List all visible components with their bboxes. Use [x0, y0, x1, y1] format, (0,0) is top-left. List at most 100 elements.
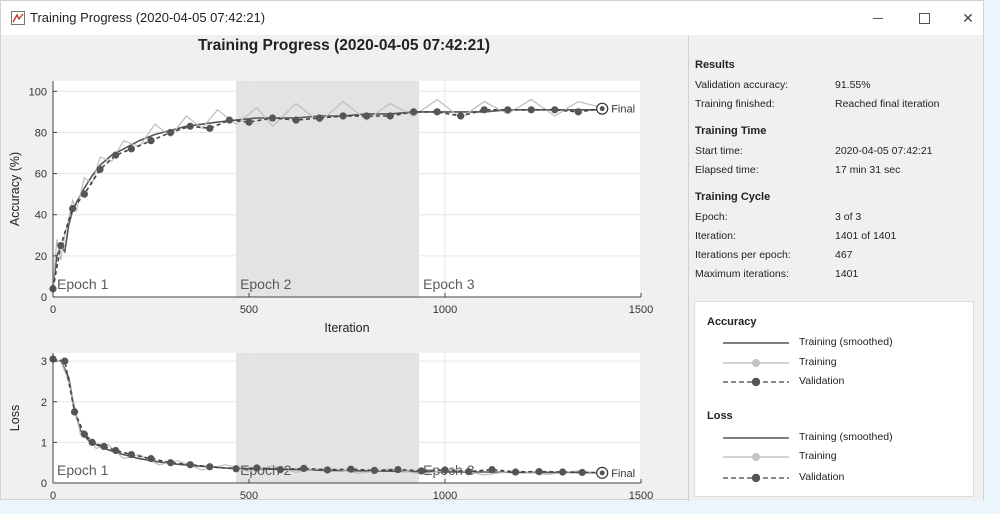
- loss-validation-point: [127, 450, 135, 459]
- loss-validation-point: [323, 466, 331, 474]
- accuracy-validation-point: [206, 124, 214, 132]
- accuracy-legend-training: Training: [799, 356, 837, 368]
- accuracy-x-tick-label: 0: [50, 304, 56, 316]
- accuracy-validation-point: [339, 112, 347, 120]
- accuracy-final-marker-dot: [599, 106, 605, 112]
- loss-legend-validation: Validation: [799, 471, 845, 483]
- maximum-iterations-label: Maximum iterations:: [695, 268, 789, 280]
- validation-accuracy-label: Validation accuracy:: [695, 79, 789, 91]
- accuracy-validation-point: [527, 106, 535, 114]
- accuracy-y-tick-label: 20: [35, 251, 47, 263]
- loss-x-tick-label: 1000: [433, 490, 457, 501]
- loss-y-tick-label: 0: [41, 478, 47, 490]
- accuracy-validation-point: [245, 118, 253, 126]
- loss-training-swatch: [723, 453, 789, 461]
- accuracy-validation-point: [57, 241, 65, 250]
- loss-y-axis-label: Loss: [8, 405, 22, 431]
- accuracy-validation-point: [292, 116, 300, 124]
- loss-validation-point: [535, 468, 543, 476]
- title-bar[interactable]: Training Progress (2020-04-05 07:42:21) …: [1, 1, 983, 35]
- maximize-button[interactable]: [901, 1, 947, 35]
- accuracy-x-tick-label: 1500: [629, 304, 653, 316]
- loss-validation-point: [511, 468, 520, 476]
- loss-final-marker-dot: [599, 470, 605, 476]
- accuracy-x-axis-label: Iteration: [324, 321, 369, 335]
- accuracy-final-label: Final: [611, 104, 635, 116]
- loss-legend-training: Training: [799, 450, 837, 462]
- accuracy-validation-point: [186, 122, 194, 130]
- loss-y-tick-label: 1: [41, 437, 47, 449]
- accuracy-y-tick-label: 80: [35, 127, 47, 139]
- accuracy-y-tick-label: 40: [35, 210, 47, 222]
- accuracy-validation-point: [315, 114, 324, 122]
- loss-final-label: Final: [611, 468, 635, 480]
- accuracy-validation-point: [574, 108, 582, 116]
- accuracy-validation-point: [551, 106, 559, 114]
- loss-smoothed-swatch: [723, 437, 789, 439]
- loss-validation-point: [206, 463, 214, 471]
- loss-validation-point: [80, 430, 88, 438]
- loss-x-tick-label: 500: [240, 490, 258, 501]
- accuracy-epoch-label-2: Epoch 2: [240, 276, 292, 292]
- panel-divider: [688, 35, 689, 501]
- accuracy-y-tick-label: 100: [29, 86, 47, 98]
- close-button[interactable]: ✕: [945, 1, 991, 35]
- accuracy-smoothed-swatch: [723, 342, 789, 344]
- loss-validation-point: [370, 466, 379, 475]
- iterations-per-epoch-value: 467: [835, 249, 853, 261]
- close-icon: ✕: [962, 9, 974, 26]
- matlab-app-icon: [11, 11, 25, 25]
- accuracy-validation-point: [268, 114, 277, 122]
- accuracy-epoch-label-1: Epoch 1: [57, 276, 109, 292]
- loss-y-tick-label: 2: [41, 397, 47, 409]
- loss-epoch-label-1: Epoch 1: [57, 462, 109, 478]
- window-title: Training Progress (2020-04-05 07:42:21): [30, 10, 266, 25]
- iterations-per-epoch-label: Iterations per epoch:: [695, 249, 791, 261]
- accuracy-validation-point: [363, 112, 371, 120]
- training-cycle-heading: Training Cycle: [695, 191, 771, 203]
- loss-epoch-shading-0: [236, 353, 420, 483]
- loss-validation-point: [464, 468, 473, 476]
- elapsed-time-value: 17 min 31 sec: [835, 164, 901, 176]
- loss-legend-smoothed: Training (smoothed): [799, 431, 893, 443]
- loss-validation-point: [417, 467, 426, 475]
- minimize-button[interactable]: [855, 1, 901, 35]
- accuracy-validation-point: [80, 190, 88, 198]
- training-finished-value: Reached final iteration: [835, 98, 940, 110]
- loss-validation-point: [276, 465, 284, 474]
- epoch-value: 3 of 3: [835, 211, 862, 223]
- loss-validation-point: [61, 357, 69, 365]
- loss-validation-point: [186, 461, 194, 469]
- legend-panel: Accuracy Training (smoothed) Training Va…: [694, 301, 974, 497]
- loss-x-tick-label: 1500: [629, 490, 653, 501]
- accuracy-validation-point: [167, 128, 175, 137]
- accuracy-validation-point: [96, 165, 104, 174]
- accuracy-x-tick-label: 500: [240, 304, 258, 316]
- start-time-value: 2020-04-05 07:42:21: [835, 145, 933, 157]
- accuracy-x-tick-label: 1000: [433, 304, 457, 316]
- accuracy-training-swatch: [723, 359, 789, 367]
- accuracy-y-tick-label: 60: [35, 169, 47, 181]
- accuracy-series-validation: [52, 107, 603, 289]
- training-finished-label: Training finished:: [695, 98, 775, 110]
- loss-validation-point: [347, 465, 355, 473]
- loss-validation-point: [253, 464, 261, 472]
- accuracy-epoch-label-3: Epoch 3: [423, 276, 475, 292]
- loss-validation-point: [232, 465, 240, 473]
- plot-title: Training Progress (2020-04-05 07:42:21): [197, 37, 491, 54]
- loss-validation-point: [578, 468, 586, 477]
- loss-validation-point: [559, 468, 567, 476]
- loss-validation-point: [394, 465, 402, 474]
- loss-validation-point: [441, 466, 449, 474]
- accuracy-validation-point: [147, 137, 155, 145]
- loss-validation-point: [100, 442, 108, 451]
- accuracy-y-tick-label: 0: [41, 292, 47, 304]
- loss-validation-point: [88, 438, 96, 446]
- epoch-label: Epoch:: [695, 211, 728, 223]
- loss-epoch-label-2: Epoch 2: [240, 462, 292, 478]
- validation-accuracy-value: 91.55%: [835, 79, 871, 91]
- accuracy-validation-swatch: [723, 377, 789, 387]
- results-heading: Results: [695, 59, 735, 71]
- loss-validation-point: [167, 459, 175, 467]
